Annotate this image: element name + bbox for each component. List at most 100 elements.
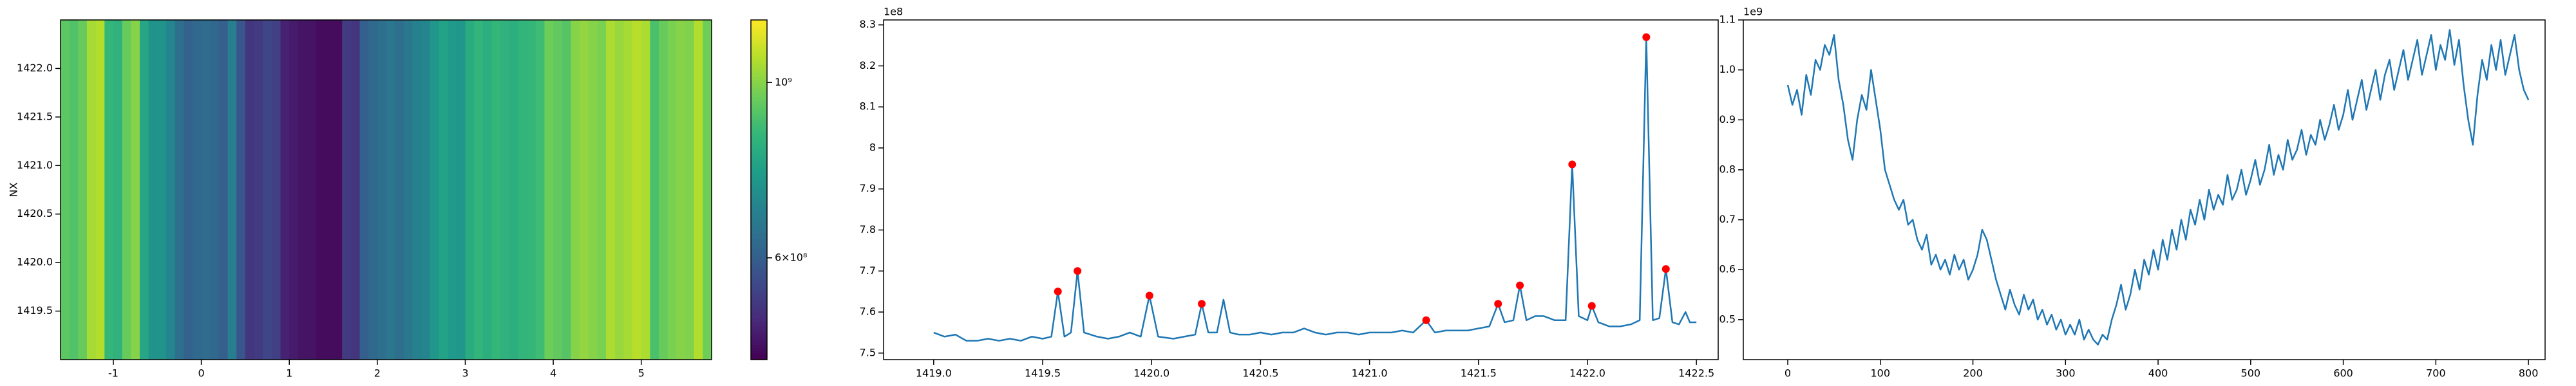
heatmap-cell	[69, 20, 79, 360]
y-tick-label: 0.9	[1719, 113, 1736, 125]
colorbar-swatch	[751, 64, 767, 66]
heatmap-cell	[86, 20, 97, 360]
colorbar-swatch	[751, 156, 767, 158]
heatmap-cell	[175, 20, 184, 360]
colorbar-swatch	[751, 42, 767, 44]
y-tick-label: 0.6	[1719, 263, 1736, 275]
colorbar-swatch	[751, 235, 767, 238]
colorbar-swatch	[751, 76, 767, 78]
colorbar-swatch	[751, 298, 767, 301]
colorbar-swatch	[751, 241, 767, 243]
heatmap-cell	[500, 20, 510, 360]
colorbar-swatch	[751, 86, 767, 89]
colorbar-swatch	[751, 244, 767, 246]
y-tick-label: 7.6	[860, 306, 876, 318]
heatmap-cell	[263, 20, 272, 360]
heatmap-cell	[509, 20, 519, 360]
colorbar-swatch	[751, 254, 767, 257]
x-tick-label: 1422.0	[1569, 367, 1605, 380]
colorbar-swatch	[751, 176, 767, 179]
colorbar-swatch	[751, 57, 767, 60]
y-tick-label: 1421.0	[17, 159, 53, 171]
y-tick-label: 7.5	[860, 346, 876, 358]
x-tick-label: 400	[2148, 367, 2168, 380]
colorbar-swatch	[751, 147, 767, 150]
heatmap-cell	[580, 20, 589, 360]
peak-marker	[1422, 316, 1430, 324]
colorbar-swatch	[751, 191, 767, 194]
x-tick-label: 300	[2056, 367, 2076, 380]
colorbar-swatch	[751, 340, 767, 344]
colorbar-swatch	[751, 278, 767, 280]
heatmap-cell	[474, 20, 484, 360]
heatmap-cell	[694, 20, 703, 360]
colorbar-swatch	[751, 303, 767, 306]
colorbar-swatch	[751, 234, 767, 236]
heatmap-cell	[227, 20, 237, 360]
colorbar-swatch	[751, 37, 767, 39]
colorbar-swatch	[751, 213, 767, 216]
peak-marker	[1145, 291, 1153, 300]
heatmap-cell	[667, 20, 677, 360]
colorbar-swatch	[751, 308, 767, 311]
heatmap-cell	[527, 20, 536, 360]
x-tick-label: 800	[2519, 367, 2539, 380]
heatmap-cell	[95, 20, 105, 360]
colorbar-swatch	[751, 351, 767, 354]
colorbar-swatch	[751, 312, 767, 315]
colorbar-swatch	[751, 111, 767, 114]
colorbar-swatch	[751, 98, 767, 100]
x-tick-label: 0	[1785, 367, 1791, 380]
peak-marker	[1074, 267, 1082, 275]
colorbar-swatch	[751, 353, 767, 355]
colorbar-swatch	[751, 271, 767, 273]
colorbar-swatch	[751, 45, 767, 48]
colorbar-swatch	[751, 318, 767, 321]
colorbar-swatch	[751, 67, 767, 70]
colorbar-swatch	[751, 255, 767, 259]
axes-frame	[1743, 19, 2546, 360]
colorbar-swatch	[751, 170, 767, 174]
colorbar-swatch	[751, 91, 767, 94]
colorbar-swatch	[751, 217, 767, 219]
colorbar-swatch	[751, 339, 767, 342]
heatmap-cell	[641, 20, 650, 360]
colorbar-swatch	[751, 87, 767, 90]
series-line	[1786, 29, 2530, 345]
colorbar-swatch	[751, 55, 767, 58]
x-tick-label: 500	[2241, 367, 2261, 380]
peak-marker	[1587, 302, 1596, 310]
colorbar-tick-label: 6×10⁸	[775, 251, 807, 263]
offset-text: 1e8	[884, 6, 903, 18]
x-tick-label: 1421.5	[1461, 367, 1497, 380]
y-tick-label: 1420.0	[17, 256, 53, 268]
y-axis-label: NX	[8, 183, 20, 198]
colorbar-swatch	[751, 232, 767, 235]
colorbar-swatch	[751, 103, 767, 106]
colorbar-swatch	[751, 59, 767, 61]
heatmap-cell	[377, 20, 387, 360]
colorbar-swatch	[751, 21, 767, 24]
colorbar-swatch	[751, 48, 767, 51]
colorbar-swatch	[751, 181, 767, 184]
colorbar-swatch	[751, 220, 767, 223]
colorbar-swatch	[751, 281, 767, 284]
colorbar-swatch	[751, 251, 767, 253]
peak-marker	[1568, 160, 1577, 169]
colorbar-swatch	[751, 166, 767, 169]
colorbar-swatch	[751, 349, 767, 352]
colorbar-swatch	[751, 320, 767, 323]
y-tick-label: 7.8	[860, 223, 876, 235]
colorbar-swatch	[751, 262, 767, 265]
colorbar-swatch	[751, 167, 767, 170]
colorbar-swatch	[751, 186, 767, 188]
colorbar-swatch	[751, 317, 767, 320]
heatmap-cell	[395, 20, 404, 360]
x-tick-label: 600	[2333, 367, 2353, 380]
axes-frame	[883, 19, 1719, 360]
colorbar-swatch	[751, 23, 767, 26]
colorbar-swatch	[751, 164, 767, 167]
heatmap-cell	[606, 20, 616, 360]
heatmap-cell	[403, 20, 413, 360]
